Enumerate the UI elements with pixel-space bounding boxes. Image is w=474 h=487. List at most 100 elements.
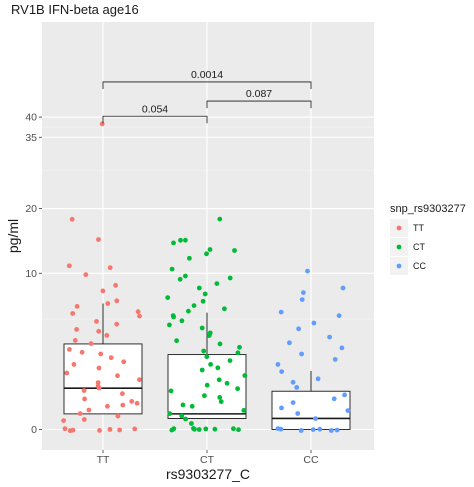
- point-CC: [305, 268, 310, 274]
- legend-swatch-CT: [396, 244, 402, 250]
- point-CT: [204, 354, 210, 360]
- point-CT: [232, 248, 237, 253]
- point-CT: [217, 341, 223, 347]
- point-CT: [204, 382, 210, 388]
- point-CT: [227, 358, 233, 363]
- point-CC: [298, 428, 304, 433]
- point-CT: [241, 408, 247, 413]
- y-tick-label: 0: [31, 424, 37, 436]
- point-CT: [189, 421, 194, 426]
- point-CT: [200, 298, 206, 304]
- box-TT: [63, 343, 143, 415]
- point-TT: [70, 311, 76, 316]
- point-TT: [72, 338, 78, 343]
- point-CT: [217, 395, 223, 400]
- point-CT: [191, 426, 196, 431]
- point-CT: [237, 344, 242, 350]
- point-CT: [168, 388, 174, 394]
- point-CC: [342, 392, 347, 398]
- point-TT: [108, 355, 114, 361]
- point-TT: [66, 263, 72, 269]
- point-TT: [115, 413, 121, 419]
- point-TT: [71, 362, 77, 367]
- point-CT: [178, 237, 183, 243]
- point-CT: [236, 427, 241, 433]
- point-TT: [96, 328, 102, 334]
- point-CC: [278, 309, 284, 315]
- point-CT: [187, 255, 192, 261]
- point-CC: [299, 297, 305, 302]
- point-CT: [215, 365, 221, 371]
- point-CT: [179, 413, 185, 419]
- legend-label-CC: CC: [413, 261, 426, 271]
- x-tick-label: CT: [200, 454, 215, 466]
- point-TT: [114, 321, 120, 327]
- point-CT: [167, 322, 172, 328]
- point-TT: [113, 282, 118, 288]
- point-TT: [129, 399, 135, 404]
- point-TT: [115, 373, 120, 379]
- point-TT: [82, 396, 87, 402]
- point-CT: [224, 380, 230, 386]
- point-TT: [99, 121, 105, 127]
- legend-label-TT: TT: [413, 223, 424, 233]
- point-CC: [327, 334, 332, 340]
- point-TT: [135, 309, 141, 315]
- point-CT: [191, 303, 197, 308]
- legend-swatch-CC: [396, 263, 402, 269]
- point-TT: [67, 347, 72, 352]
- point-TT: [137, 377, 142, 383]
- point-CT: [235, 386, 241, 392]
- point-CT: [206, 333, 212, 338]
- point-CC: [290, 400, 296, 405]
- point-CC: [336, 313, 342, 319]
- point-TT: [137, 313, 142, 319]
- point-CT: [165, 295, 171, 300]
- point-CT: [177, 276, 183, 282]
- point-TT: [105, 403, 110, 409]
- point-CT: [169, 266, 175, 272]
- point-CC: [311, 320, 317, 326]
- point-CT: [169, 427, 175, 433]
- point-CC: [275, 426, 281, 431]
- point-TT: [132, 426, 138, 432]
- point-CT: [222, 306, 227, 312]
- y-tick-label: 20: [25, 203, 37, 215]
- legend-label-CT: CT: [413, 242, 425, 252]
- point-TT: [74, 304, 80, 309]
- point-CT: [189, 403, 195, 409]
- point-CT: [174, 338, 180, 344]
- point-CT: [186, 308, 191, 314]
- point-TT: [117, 427, 122, 433]
- point-CT: [242, 373, 248, 378]
- y-tick-label: 10: [25, 268, 37, 280]
- point-CT: [183, 416, 189, 422]
- data-points: [61, 121, 351, 434]
- legend-title: snp_rs9303277: [390, 203, 466, 215]
- point-CT: [171, 314, 177, 320]
- point-CT: [214, 281, 220, 286]
- point-CC: [345, 408, 351, 413]
- point-CT: [217, 216, 223, 222]
- point-CT: [202, 393, 207, 399]
- point-CT: [207, 247, 213, 252]
- point-CT: [202, 291, 208, 297]
- point-TT: [100, 288, 106, 294]
- point-CT: [180, 402, 186, 408]
- point-CC: [301, 290, 306, 295]
- point-CT: [179, 318, 185, 324]
- point-TT: [120, 402, 126, 408]
- x-axis-label: rs9303277_C: [166, 466, 250, 482]
- point-CC: [334, 427, 340, 433]
- legend: snp_rs9303277 TT CT CC: [390, 203, 466, 275]
- point-CT: [196, 285, 202, 291]
- point-TT: [96, 237, 101, 242]
- point-TT: [83, 272, 89, 278]
- point-TT: [120, 391, 125, 397]
- point-CT: [204, 251, 209, 257]
- point-TT: [104, 333, 110, 338]
- point-CT: [196, 427, 202, 432]
- point-CT: [216, 377, 222, 383]
- point-CT: [212, 426, 218, 432]
- point-TT: [107, 265, 113, 271]
